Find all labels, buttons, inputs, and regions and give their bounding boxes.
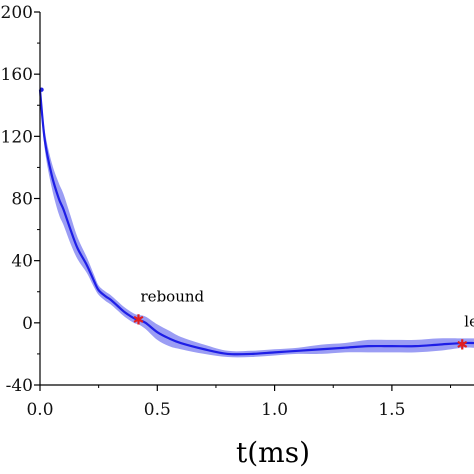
series-line [38,89,474,356]
x-tick-label: 0.0 [26,400,53,420]
x-axis-label: t(ms) [236,436,310,469]
x-tick-label: 1.0 [261,400,288,420]
axes [34,11,474,391]
event-marker: ✱ [456,338,468,354]
annotation-label: rebound [141,288,205,306]
x-tick-label: 0.5 [144,400,171,420]
y-tick-label: 40 [11,252,33,272]
y-tick-label: 200 [1,3,33,23]
uncertainty-band-layer [40,85,474,358]
annotations: rebound leave [141,288,474,331]
event-marker: ✱ [133,313,145,329]
y-tick-label: 120 [1,127,33,147]
x-tick-label: 1.5 [378,400,405,420]
tick-labels: -40 0 40 80 120 160 200 0.0 0.5 1.0 1.5 [1,3,406,420]
y-tick-label: 0 [22,314,33,334]
y-tick-label: 160 [1,65,33,85]
series-line-layer [38,87,474,356]
uncertainty-band [40,85,474,358]
marker-layer: ✱✱ [133,313,468,354]
y-tick-label: -40 [6,376,33,396]
annotation-label: leave [464,313,474,331]
y-tick-label: 80 [11,190,33,210]
